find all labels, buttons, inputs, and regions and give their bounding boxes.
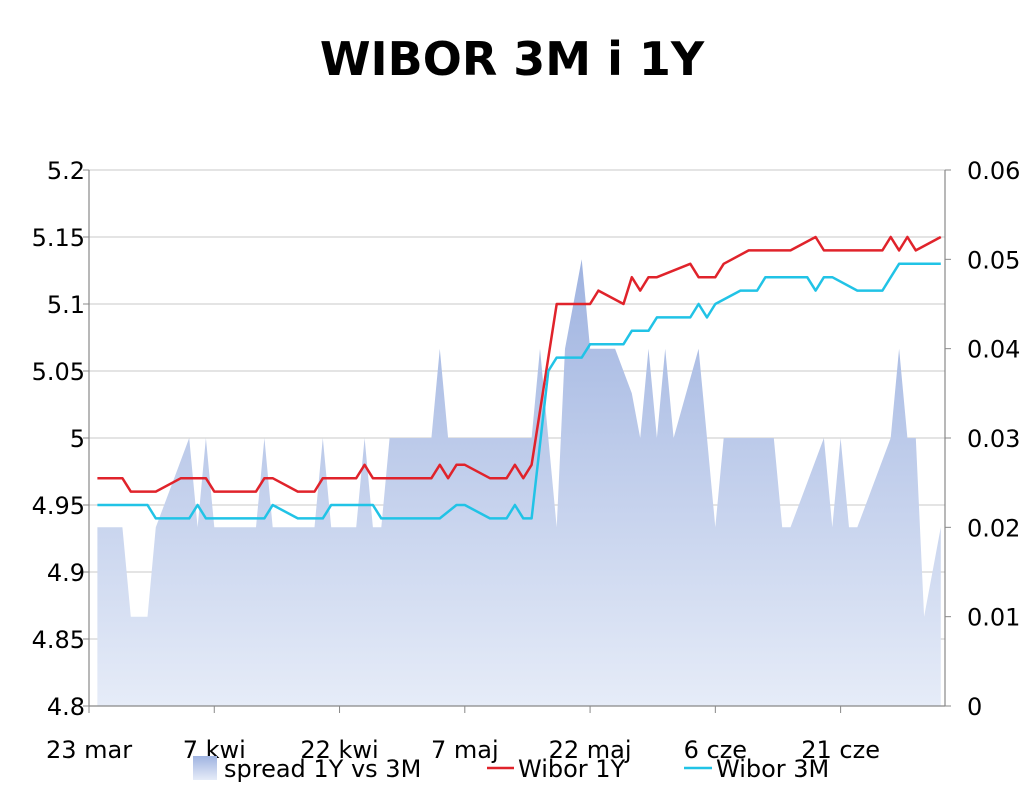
y-right-tick-label: 0.04 <box>967 336 1020 364</box>
x-tick-label: 6 cze <box>684 736 747 764</box>
x-tick-label: 7 maj <box>431 736 499 764</box>
y-right-tick-label: 0.03 <box>967 425 1020 453</box>
legend-swatch-spread <box>193 756 217 780</box>
y-left-tick-label: 4.9 <box>47 559 85 587</box>
y-right-tick-label: 0.05 <box>967 246 1020 274</box>
area-layer <box>97 259 941 706</box>
x-tick-label: 22 maj <box>549 736 632 764</box>
y-left-tick-label: 4.95 <box>32 492 85 520</box>
x-tick-label: 21 cze <box>801 736 880 764</box>
y-left-tick-label: 5.15 <box>32 224 85 252</box>
y-right-tick-label: 0 <box>967 693 982 721</box>
legend: spread 1Y vs 3M Wibor 1Y Wibor 3M <box>193 755 829 783</box>
series-line-wibor-1y <box>97 235 942 493</box>
legend-label-spread: spread 1Y vs 3M <box>224 755 421 783</box>
y-right-tick-label: 0.02 <box>967 514 1020 542</box>
legend-label-wibor-3m: Wibor 3M <box>716 755 829 783</box>
y-right-tick-label: 0.06 <box>967 157 1020 185</box>
legend-label-wibor-1y: Wibor 1Y <box>518 755 626 783</box>
line-layer <box>97 235 942 520</box>
chart-title: WIBOR 3M i 1Y <box>319 32 705 86</box>
series-line-wibor-3m <box>97 262 941 520</box>
y-left-tick-label: 4.85 <box>32 626 85 654</box>
y-left-tick-label: 5.1 <box>47 291 85 319</box>
x-tick-label: 23 mar <box>46 736 132 764</box>
y-left-tick-label: 5.05 <box>32 358 85 386</box>
y-left-tick-label: 5 <box>70 425 85 453</box>
y-left-tick-label: 4.8 <box>47 693 85 721</box>
series-area-spread <box>97 259 941 706</box>
y-right-tick-label: 0.01 <box>967 604 1020 632</box>
y-left-tick-label: 5.2 <box>47 157 85 185</box>
x-tick-label: 22 kwi <box>300 736 378 764</box>
